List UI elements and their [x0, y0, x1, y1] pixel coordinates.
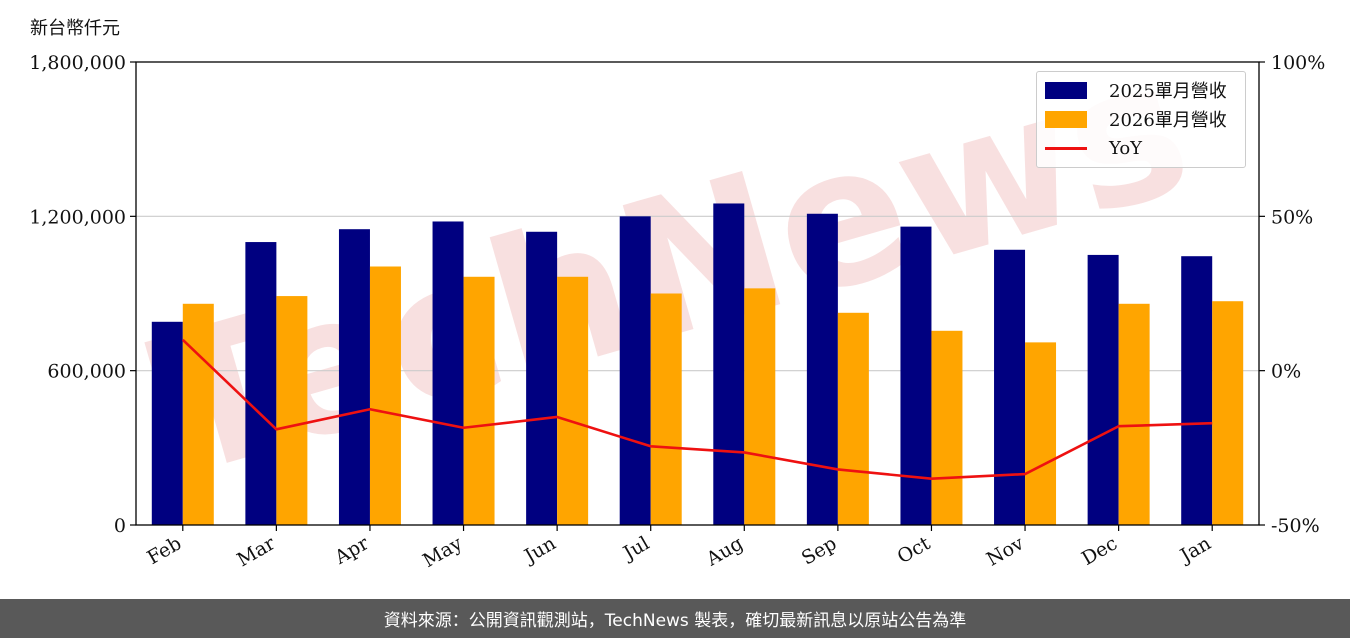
y-left-tick-label: 1,200,000 — [29, 206, 126, 228]
footer-text: 資料來源：公開資訊觀測站，TechNews 製表，確切最新訊息以原站公告為準 — [383, 611, 967, 631]
x-tick-label-dec: Dec — [1078, 532, 1121, 570]
legend-label-2026: 2026單月營收 — [1109, 110, 1227, 131]
x-tick-label-mar: Mar — [233, 532, 279, 571]
bar-2025-jun — [526, 231, 558, 525]
legend-item-2025: 2025單月營收 — [1045, 78, 1227, 102]
legend-item-2026: 2026單月營收 — [1045, 107, 1227, 131]
bar-2026-apr — [369, 266, 401, 525]
bar-2025-oct — [900, 226, 932, 525]
grid-lines — [136, 215, 1259, 372]
x-tick-label-jul: Jul — [618, 532, 653, 565]
y-right-tick-label: 50% — [1271, 206, 1313, 228]
bar-2026-dec — [1118, 303, 1150, 525]
x-tick-label-jun: Jun — [519, 532, 560, 568]
legend-line-yoy — [1045, 146, 1087, 150]
yoy-line-layer — [181, 338, 1213, 481]
bar-2025-feb — [151, 321, 183, 525]
legend-swatch-2026 — [1045, 110, 1087, 128]
revenue-chart: TechNews 0600,0001,200,0001,800,000-50%0… — [29, 15, 1325, 572]
x-tick-label-oct: Oct — [894, 532, 935, 568]
legend-label-2025: 2025單月營收 — [1109, 81, 1227, 102]
y-right-tick-label: 100% — [1271, 52, 1325, 74]
source-footer: 資料來源：公開資訊觀測站，TechNews 製表，確切最新訊息以原站公告為準 — [0, 599, 1350, 638]
bar-2026-feb — [182, 303, 214, 525]
yoy-line — [181, 338, 1213, 481]
legend-item-yoy: YoY — [1045, 136, 1142, 160]
y-right-tick-label: 0% — [1271, 361, 1301, 383]
bar-2026-may — [463, 276, 495, 525]
bar-2025-dec — [1087, 254, 1119, 525]
y-right-tick-label: -50% — [1271, 515, 1320, 537]
bar-2026-jun — [557, 276, 589, 525]
chart-legend: 2025單月營收 2026單月營收 YoY — [1036, 71, 1246, 168]
bar-2025-sep — [806, 213, 838, 525]
x-tick-label-sep: Sep — [798, 532, 841, 569]
bar-2025-apr — [338, 229, 370, 525]
x-tick-label-nov: Nov — [983, 532, 1028, 571]
bar-2026-mar — [276, 296, 308, 525]
x-tick-label-feb: Feb — [143, 532, 185, 569]
y-left-tick-label: 1,800,000 — [29, 52, 126, 74]
bars — [151, 203, 1244, 526]
bar-2025-jul — [619, 216, 651, 526]
legend-swatch-2025 — [1045, 81, 1087, 99]
bar-2025-may — [432, 221, 464, 525]
x-tick-label-aug: Aug — [702, 532, 747, 571]
bar-2025-nov — [994, 249, 1026, 525]
bar-2026-aug — [744, 288, 776, 525]
legend-label-yoy: YoY — [1109, 137, 1143, 159]
x-tick-label-jan: Jan — [1175, 532, 1215, 568]
bar-2025-mar — [245, 242, 277, 526]
y-left-tick-label: 600,000 — [47, 361, 126, 383]
bar-2026-jan — [1212, 301, 1244, 525]
x-tick-label-may: May — [419, 532, 466, 572]
bar-2026-nov — [1025, 342, 1057, 525]
x-tick-label-apr: Apr — [330, 532, 373, 569]
bar-2026-sep — [837, 312, 869, 525]
bar-2026-oct — [931, 330, 963, 525]
plot-frame — [135, 61, 1260, 526]
y-left-tick-label: 0 — [114, 515, 126, 537]
bar-2025-jan — [1181, 256, 1213, 525]
bar-2025-aug — [713, 203, 745, 525]
y-axis-unit-label: 新台幣仟元 — [30, 18, 120, 39]
bar-2026-jul — [650, 293, 682, 525]
